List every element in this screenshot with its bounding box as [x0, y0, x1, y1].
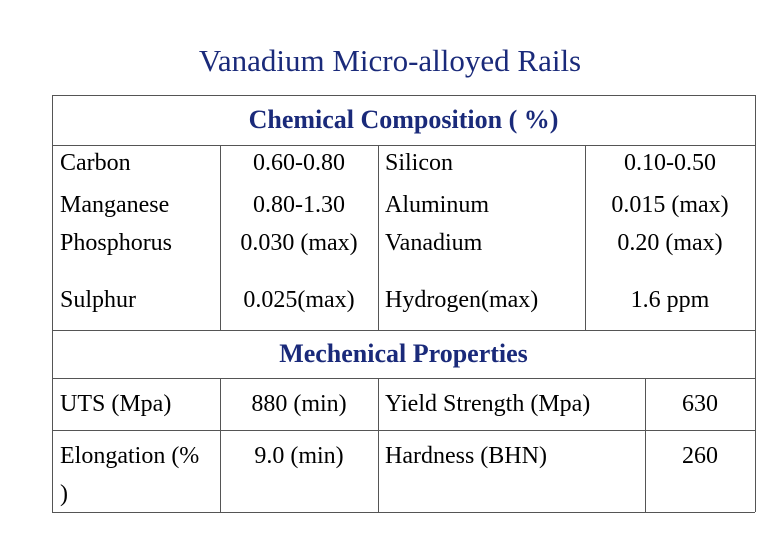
h-rule — [52, 145, 755, 146]
slide-title: Vanadium Micro-alloyed Rails — [198, 43, 582, 78]
v-rule — [378, 145, 379, 330]
v-rule — [755, 95, 756, 512]
cell: Manganese — [60, 192, 170, 218]
cell: UTS (Mpa) — [60, 391, 172, 417]
v-rule — [645, 378, 646, 512]
cell: 0.20 (max) — [617, 230, 723, 256]
cell: Yield Strength (Mpa) — [385, 391, 591, 417]
section-header: Chemical Composition ( %) — [248, 105, 559, 134]
v-rule — [378, 378, 379, 512]
cell: Aluminum — [385, 192, 490, 218]
section-header: Mechenical Properties — [279, 339, 528, 368]
v-rule — [585, 145, 586, 330]
cell: Vanadium — [385, 230, 483, 256]
cell: Hydrogen(max) — [385, 287, 539, 313]
v-rule — [52, 95, 53, 512]
cell: 0.030 (max) — [240, 230, 358, 256]
cell: 630 — [682, 391, 718, 417]
cell: Phosphorus — [60, 230, 173, 256]
h-rule — [52, 512, 755, 513]
cell: 9.0 (min) — [254, 443, 344, 469]
cell: 1.6 ppm — [630, 287, 710, 313]
h-rule — [52, 430, 755, 431]
v-rule — [220, 145, 221, 330]
cell: Carbon — [60, 150, 131, 176]
cell: 0.10-0.50 — [624, 150, 716, 176]
cell: 880 (min) — [251, 391, 347, 417]
h-rule — [52, 378, 755, 379]
h-rule — [52, 95, 755, 96]
cell: Hardness (BHN) — [385, 443, 547, 469]
cell: 0.015 (max) — [611, 192, 729, 218]
cell: 0.80-1.30 — [253, 192, 345, 218]
h-rule — [52, 330, 755, 331]
cell: 260 — [682, 443, 718, 469]
cell: 0.025(max) — [243, 287, 355, 313]
v-rule — [220, 378, 221, 512]
cell: Sulphur — [60, 287, 137, 313]
cell: Elongation (% ) — [60, 443, 200, 507]
cell: 0.60-0.80 — [253, 150, 345, 176]
cell: Silicon — [385, 150, 454, 176]
